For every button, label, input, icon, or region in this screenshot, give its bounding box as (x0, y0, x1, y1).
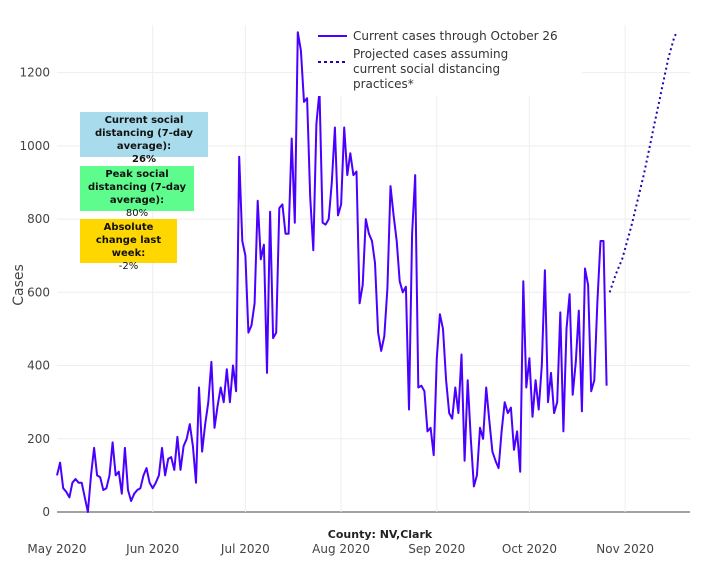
absolute-change-box: Absolute change last week: -2% (80, 219, 177, 272)
x-tick-label: Sep 2020 (408, 542, 465, 556)
y-axis-label: Cases (11, 264, 27, 306)
y-tick-label: 1200 (19, 66, 50, 80)
current-distancing-box: Current social distancing (7-day average… (80, 112, 208, 165)
x-axis-label: County: NV,Clark (328, 528, 433, 541)
current-distancing-label: Current social distancing (7-day average… (94, 115, 194, 152)
axis-ticks: 0 200 400 600 800 1000 1200 May 2020 Jun 2020 Jul… (19, 66, 654, 556)
y-tick-label: 1000 (19, 139, 50, 153)
x-tick-label: May 2020 (27, 542, 86, 556)
projected-cases-line (608, 31, 679, 293)
y-tick-label: 800 (27, 212, 50, 226)
legend-bg (312, 24, 582, 96)
x-tick-label: Jun 2020 (125, 542, 179, 556)
x-tick-label: Aug 2020 (312, 542, 370, 556)
current-distancing-value: 26% (132, 154, 156, 165)
current-cases-line (56, 31, 608, 513)
series-lines (56, 31, 679, 513)
x-tick-label: Jul 2020 (220, 542, 270, 556)
y-tick-label: 0 (42, 505, 50, 519)
absolute-change-label: Absolute change last week: (95, 222, 162, 259)
legend: Current cases through October 26 (312, 24, 582, 96)
peak-distancing-value: 80% (125, 208, 149, 219)
absolute-change-value: -2% (118, 261, 139, 272)
y-tick-label: 200 (27, 432, 50, 446)
legend-item-projected: Projected cases assuming current social … (353, 47, 509, 91)
x-tick-label: Nov 2020 (596, 542, 654, 556)
y-tick-label: 600 (27, 285, 50, 299)
x-tick-label: Oct 2020 (502, 542, 557, 556)
y-tick-label: 400 (27, 359, 50, 373)
legend-item-current: Current cases through October 26 (353, 29, 558, 43)
peak-distancing-box: Peak social distancing (7-day average): … (80, 166, 194, 219)
peak-distancing-label: Peak social distancing (7-day average): (87, 169, 187, 206)
